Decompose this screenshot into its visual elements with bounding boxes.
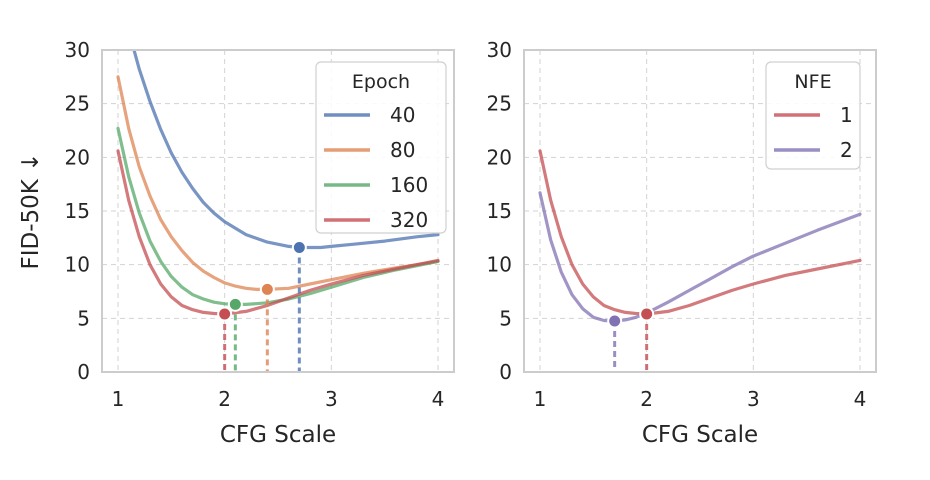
y-tick-label: 0 (77, 360, 90, 384)
series-line-80 (116, 75, 440, 291)
x-tick-label: 1 (112, 387, 125, 411)
x-axis-label: CFG Scale (220, 422, 336, 448)
series-line-40 (132, 50, 440, 250)
series-line-320 (116, 149, 440, 316)
x-tick-label: 1 (534, 387, 547, 411)
y-tick-label: 10 (487, 253, 512, 277)
legend-label-320: 320 (390, 208, 428, 232)
y-tick-label: 15 (487, 199, 512, 223)
legend-box (315, 61, 447, 234)
legend-label-1: 1 (840, 103, 853, 127)
min-marker-2 (607, 313, 623, 329)
y-tick-label: 25 (65, 92, 90, 116)
y-tick-label: 0 (499, 360, 512, 384)
x-tick-label: 3 (325, 387, 338, 411)
series-line-1 (538, 149, 862, 316)
x-tick-label: 4 (432, 387, 445, 411)
legend-title: NFE (794, 71, 831, 93)
plot-area (538, 149, 862, 323)
y-tick-label: 20 (65, 145, 90, 169)
series-line-2 (538, 191, 862, 323)
min-marker-160 (227, 296, 243, 312)
x-tick-label: 3 (747, 387, 760, 411)
y-tick-label: 10 (65, 253, 90, 277)
y-tick-label: 30 (487, 38, 512, 62)
legend-label-80: 80 (390, 138, 415, 162)
legend-title: Epoch (352, 71, 410, 93)
x-tick-label: 2 (218, 387, 231, 411)
min-marker-320 (217, 306, 233, 322)
legend: Epoch 40 80 160 320 (315, 61, 447, 234)
y-tick-label: 5 (77, 306, 90, 330)
plot-area (116, 50, 440, 316)
x-axis-label: CFG Scale (642, 422, 758, 448)
y-axis-label: FID-50K ↓ (18, 153, 44, 270)
chart-panel-2: 1 2 3 4 0 5 10 15 20 25 30 CFG Scale NFE 1 2 (487, 38, 877, 448)
y-tick-label: 15 (65, 199, 90, 223)
min-marker-40 (291, 239, 307, 255)
legend-label-160: 160 (390, 173, 428, 197)
legend: NFE 1 2 (765, 61, 861, 170)
min-marker-1 (639, 306, 655, 322)
legend-label-2: 2 (840, 138, 853, 162)
series-line-160 (116, 126, 440, 306)
y-tick-label: 20 (487, 145, 512, 169)
x-tick-label: 4 (854, 387, 867, 411)
legend-label-40: 40 (390, 103, 415, 127)
plot-frame (101, 49, 455, 373)
y-tick-label: 5 (499, 306, 512, 330)
x-tick-label: 2 (640, 387, 653, 411)
min-marker-80 (259, 281, 275, 297)
plot-frame (523, 49, 877, 373)
y-tick-label: 25 (487, 92, 512, 116)
y-tick-label: 30 (65, 38, 90, 62)
